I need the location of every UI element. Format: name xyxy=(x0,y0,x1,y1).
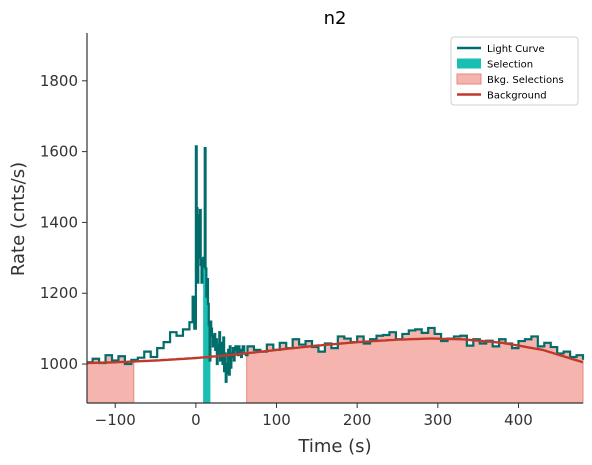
axes: −100 0 100 200 300 400 1000 1200 1400 1600 1800 xyxy=(40,33,583,429)
chart-title: n2 xyxy=(324,8,347,29)
x-tick-label: −100 xyxy=(95,411,136,429)
legend-label: Background xyxy=(487,91,547,102)
background-model xyxy=(86,337,584,365)
x-tick-label: 300 xyxy=(424,411,453,429)
legend-box xyxy=(450,36,579,106)
y-tick-label: 1000 xyxy=(40,355,78,373)
legend-label: Light Curve xyxy=(487,44,545,55)
x-tick-label: 100 xyxy=(262,411,291,429)
legend: Light Curve Selection Bkg. Selections Backg… xyxy=(450,36,579,106)
legend-label: Selection xyxy=(487,60,533,71)
x-tick-label: 400 xyxy=(504,411,533,429)
legend-swatch-patch xyxy=(457,58,481,69)
y-tick-label: 1200 xyxy=(40,284,78,302)
x-axis-title: Time (s) xyxy=(297,436,371,457)
y-tick-label: 1800 xyxy=(40,72,78,90)
x-tick-label: 200 xyxy=(343,411,372,429)
y-tick-label: 1400 xyxy=(40,213,78,231)
y-axis-title: Rate (cnts/s) xyxy=(8,162,29,276)
legend-swatch-patch xyxy=(456,73,482,85)
plot-area xyxy=(86,145,585,404)
y-tick-label: 1600 xyxy=(40,143,78,161)
legend-label: Bkg. Selections xyxy=(487,75,564,86)
x-tick-label: 0 xyxy=(191,411,201,429)
